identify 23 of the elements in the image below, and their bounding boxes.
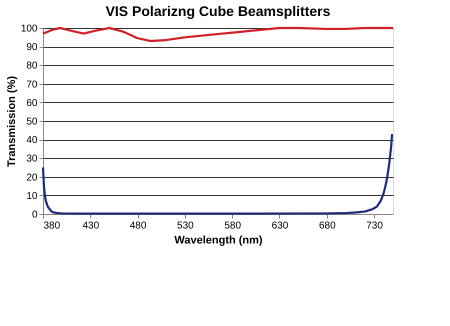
y-tick-label: 100	[20, 24, 38, 34]
x-tick-label: 630	[272, 220, 289, 232]
y-tick-label: 80	[26, 60, 38, 72]
x-tick-label: 730	[366, 220, 384, 232]
y-axis-title: Transmission (%)	[6, 76, 18, 168]
y-tick-label: 0	[32, 210, 38, 220]
chart-title: VIS Polarizng Cube Beamsplitters	[106, 3, 331, 19]
line-series	[42, 26, 394, 42]
y-tick-label: 90	[26, 42, 38, 54]
y-tick-label: 50	[26, 116, 38, 128]
x-tick-label: 530	[177, 220, 194, 232]
y-tick-label: 70	[26, 79, 38, 90]
y-tick-label: 10	[26, 190, 38, 202]
x-tick-label: 430	[82, 220, 100, 232]
y-tick-label: 60	[26, 98, 38, 109]
x-axis-title: Wavelength (nm)	[174, 234, 263, 246]
x-tick-label: 580	[224, 220, 242, 232]
x-tick-label: 380	[44, 220, 61, 232]
y-tick-label: 30	[26, 154, 38, 165]
y-tick-label: 40	[26, 135, 38, 146]
x-tick-label: 680	[318, 220, 336, 232]
y-tick-label: 20	[26, 172, 38, 184]
x-tick-label: 480	[130, 220, 147, 232]
